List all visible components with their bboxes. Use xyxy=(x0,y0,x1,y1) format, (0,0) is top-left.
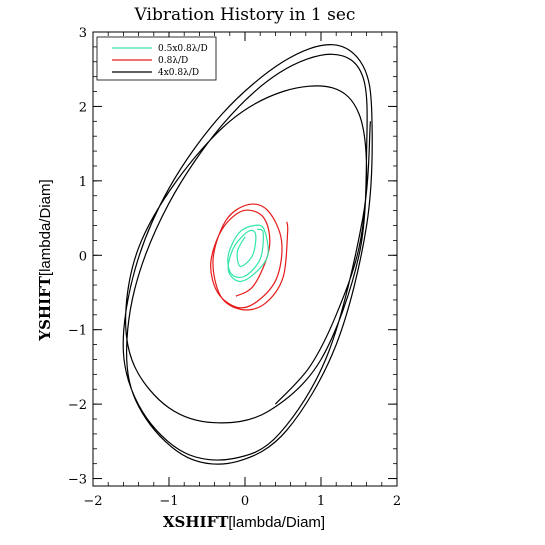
x-tick-label: 1 xyxy=(317,494,325,509)
y-tick-label: 0 xyxy=(79,249,87,264)
legend: 0.5x0.8λ/D 0.8λ/D 4x0.8λ/D xyxy=(96,36,217,81)
y-axis-label-unit: [lambda/Diam] xyxy=(37,179,54,276)
y-tick-label: 3 xyxy=(79,26,87,41)
y-axis-label-main: YSHIFT xyxy=(36,275,54,341)
axis-tick-labels: −2 −1 0 1 2 −3 −2 −1 0 1 2 3 xyxy=(68,26,401,509)
x-tick-label: 0 xyxy=(241,494,249,509)
x-tick-label: −2 xyxy=(83,494,102,509)
x-tick-label: 2 xyxy=(393,494,401,509)
series-line-2 xyxy=(122,44,373,465)
y-tick-label: −3 xyxy=(68,473,87,488)
x-axis-label: XSHIFT[lambda/Diam] xyxy=(163,513,325,531)
series-line-1 xyxy=(210,203,289,311)
x-tick-label: −1 xyxy=(159,494,178,509)
x-axis-label-main: XSHIFT xyxy=(163,513,229,531)
legend-label-1: 0.8λ/D xyxy=(158,56,188,66)
y-tick-label: −1 xyxy=(68,324,87,339)
y-tick-label: 1 xyxy=(79,175,87,190)
y-axis-label: YSHIFT[lambda/Diam] xyxy=(36,179,54,341)
series-line-0 xyxy=(227,224,269,282)
chart-title: Vibration History in 1 sec xyxy=(134,5,356,25)
legend-box xyxy=(96,36,217,81)
y-tick-label: −2 xyxy=(68,398,87,413)
y-tick-label: 2 xyxy=(79,100,87,115)
x-axis-label-unit: [lambda/Diam] xyxy=(228,514,325,531)
legend-label-0: 0.5x0.8λ/D xyxy=(158,44,208,54)
series-layer xyxy=(122,44,373,465)
legend-label-2: 4x0.8λ/D xyxy=(158,68,199,78)
